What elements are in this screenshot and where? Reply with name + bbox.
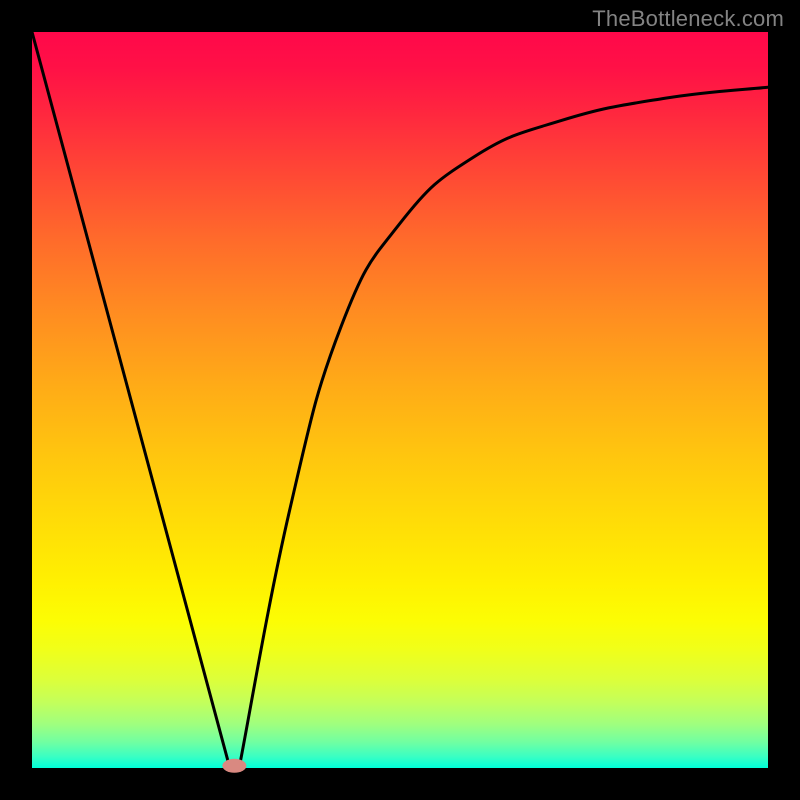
optimum-marker (222, 759, 246, 773)
chart-container: TheBottleneck.com (0, 0, 800, 800)
bottleneck-chart (0, 0, 800, 800)
watermark-text: TheBottleneck.com (592, 6, 784, 32)
plot-background (32, 32, 768, 768)
